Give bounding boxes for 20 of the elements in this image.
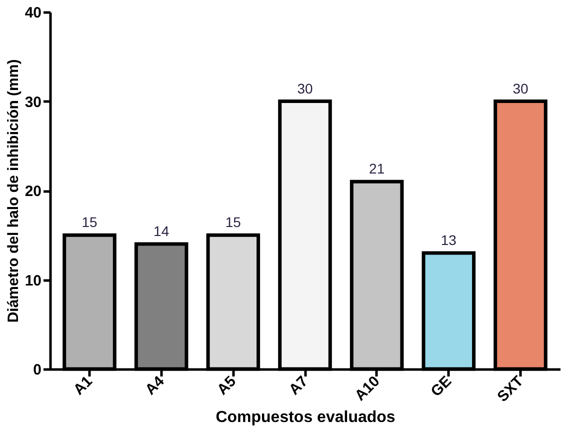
- x-tick-label: A7: [286, 372, 312, 398]
- x-tick-label: A1: [70, 372, 96, 398]
- data-label: 30: [297, 80, 313, 96]
- y-tick-label: 0: [33, 362, 42, 378]
- x-axis-title: Compuestos evaluados: [216, 408, 396, 426]
- x-tick-label: A5: [214, 372, 240, 398]
- y-tick-label: 30: [24, 94, 42, 111]
- data-label: 30: [512, 80, 528, 96]
- data-label: 15: [225, 214, 242, 230]
- y-tick-label: 40: [24, 4, 42, 22]
- y-axis-title: Diámetro del halo de inhibición (mm): [4, 59, 22, 323]
- x-tick-label: A4: [142, 372, 168, 398]
- x-tick-label: GE: [428, 372, 456, 400]
- y-tick-label: 10: [24, 272, 42, 290]
- x-tick-label: A10: [352, 372, 384, 404]
- y-tick-label: 20: [24, 183, 42, 200]
- data-label: 13: [440, 232, 457, 248]
- data-label: 21: [369, 160, 385, 177]
- data-label: 15: [82, 214, 98, 230]
- data-label: 14: [154, 223, 170, 240]
